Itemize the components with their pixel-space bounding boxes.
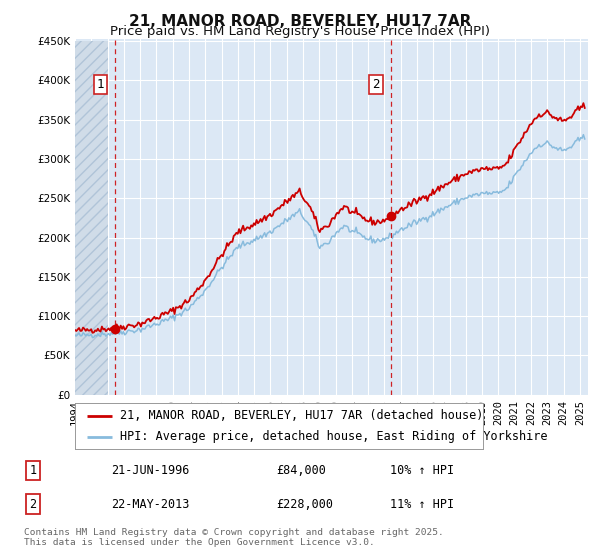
Text: 10% ↑ HPI: 10% ↑ HPI: [390, 464, 454, 477]
Text: Price paid vs. HM Land Registry's House Price Index (HPI): Price paid vs. HM Land Registry's House …: [110, 25, 490, 38]
Text: 2: 2: [373, 78, 380, 91]
Text: £84,000: £84,000: [276, 464, 326, 477]
Text: 21-JUN-1996: 21-JUN-1996: [111, 464, 190, 477]
Text: £228,000: £228,000: [276, 497, 333, 511]
Text: 21, MANOR ROAD, BEVERLEY, HU17 7AR (detached house): 21, MANOR ROAD, BEVERLEY, HU17 7AR (deta…: [120, 409, 483, 422]
Bar: [75, 41, 107, 395]
Text: 2: 2: [29, 497, 37, 511]
Text: 22-MAY-2013: 22-MAY-2013: [111, 497, 190, 511]
Text: 1: 1: [97, 78, 104, 91]
Text: 21, MANOR ROAD, BEVERLEY, HU17 7AR: 21, MANOR ROAD, BEVERLEY, HU17 7AR: [129, 14, 471, 29]
Text: 11% ↑ HPI: 11% ↑ HPI: [390, 497, 454, 511]
Text: HPI: Average price, detached house, East Riding of Yorkshire: HPI: Average price, detached house, East…: [120, 430, 547, 443]
Text: 1: 1: [29, 464, 37, 477]
Text: Contains HM Land Registry data © Crown copyright and database right 2025.
This d: Contains HM Land Registry data © Crown c…: [24, 528, 444, 547]
